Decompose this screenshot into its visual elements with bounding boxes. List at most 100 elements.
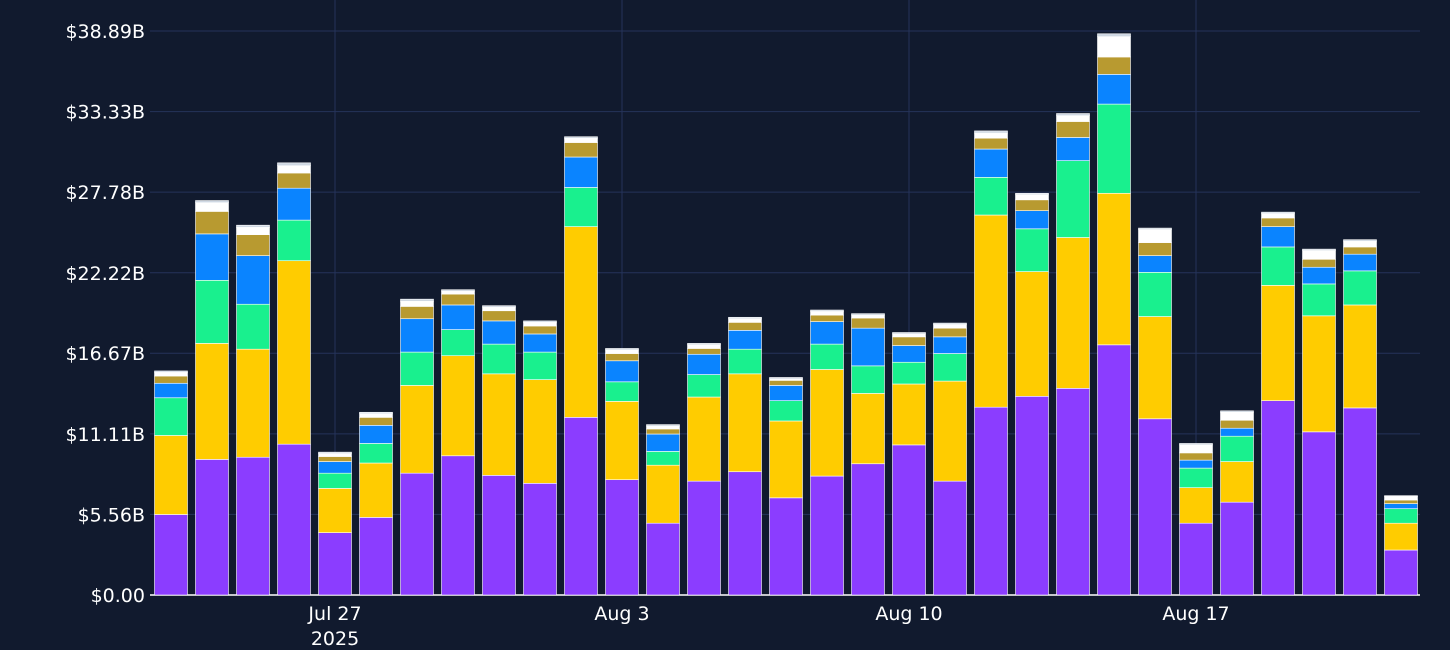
bar-segment xyxy=(318,451,352,454)
bar-segment xyxy=(769,377,803,380)
bar-segment xyxy=(1220,410,1254,413)
bar-segment xyxy=(564,187,598,227)
bar-segment xyxy=(1056,121,1090,138)
bar-segment xyxy=(441,304,475,330)
bar-segment xyxy=(318,453,352,457)
bar-segment xyxy=(892,383,926,446)
bar-segment xyxy=(195,211,229,235)
bar-segment xyxy=(605,479,639,596)
bar-segment xyxy=(1015,271,1049,397)
bar-group xyxy=(564,136,598,596)
bar-segment xyxy=(523,379,557,484)
bar-segment xyxy=(482,305,516,308)
bar-segment xyxy=(646,522,680,596)
bar-group xyxy=(441,289,475,596)
bar-segment xyxy=(277,172,311,189)
bar-segment xyxy=(769,380,803,386)
bar-segment xyxy=(851,317,885,329)
bar-segment xyxy=(1097,192,1131,346)
bar-segment xyxy=(646,425,680,430)
bar-segment xyxy=(564,156,598,188)
bar-segment xyxy=(441,293,475,306)
bar-segment xyxy=(441,289,475,292)
bar-segment xyxy=(933,480,967,596)
bar-segment xyxy=(1384,508,1418,524)
bar-segment xyxy=(277,187,311,221)
bar-segment xyxy=(359,517,393,596)
bar-segment xyxy=(1343,253,1377,272)
bar-segment xyxy=(851,365,885,394)
bar-segment xyxy=(728,318,762,323)
bar-segment xyxy=(523,325,557,335)
bar-group xyxy=(1384,495,1418,596)
y-tick-label: $22.22B xyxy=(65,263,145,285)
y-tick-label: $38.89B xyxy=(65,21,145,43)
y-tick-label: $0.00 xyxy=(91,585,145,607)
bar-group xyxy=(523,320,557,596)
bar-segment xyxy=(441,290,475,295)
bar-segment xyxy=(1343,240,1377,248)
bar-segment xyxy=(1138,229,1172,243)
bar-segment xyxy=(1015,194,1049,201)
bar-segment xyxy=(1056,388,1090,596)
bar-group xyxy=(359,411,393,596)
bar-segment xyxy=(892,361,926,385)
bar-segment xyxy=(195,200,229,204)
bar-group xyxy=(400,298,434,596)
bar-segment xyxy=(564,417,598,596)
bar-group xyxy=(769,377,803,596)
bar-segment xyxy=(1056,160,1090,238)
bar-segment xyxy=(851,463,885,596)
bar-group xyxy=(851,313,885,596)
bar-segment xyxy=(933,322,967,325)
bar-group xyxy=(1220,410,1254,596)
bar-segment xyxy=(1138,242,1172,256)
bar-segment xyxy=(523,322,557,327)
bar-segment xyxy=(1384,496,1418,501)
x-tick-label: Aug 17 xyxy=(1162,603,1229,625)
bar-segment xyxy=(892,336,926,346)
bar-segment xyxy=(441,455,475,596)
bar-group xyxy=(892,332,926,596)
bar-group xyxy=(1056,113,1090,596)
bar-segment xyxy=(605,353,639,362)
bar-segment xyxy=(687,396,721,482)
bar-segment xyxy=(564,142,598,158)
bar-segment xyxy=(728,330,762,350)
bar-group xyxy=(236,224,270,596)
bar-segment xyxy=(1015,228,1049,272)
bar-group xyxy=(318,451,352,596)
bar-segment xyxy=(1220,419,1254,429)
bar-segment xyxy=(687,374,721,398)
bar-segment xyxy=(1384,499,1418,504)
y-tick-label: $5.56B xyxy=(78,504,145,526)
bar-segment xyxy=(728,348,762,375)
bar-segment xyxy=(236,234,270,256)
bar-segment xyxy=(1343,407,1377,596)
bar-segment xyxy=(1097,103,1131,194)
bar-segment xyxy=(892,332,926,335)
bar-segment xyxy=(236,348,270,458)
bar-segment xyxy=(277,260,311,445)
bar-segment xyxy=(564,226,598,418)
bar-segment xyxy=(974,177,1008,216)
bar-segment xyxy=(646,433,680,452)
bar-segment xyxy=(318,456,352,462)
bar-segment xyxy=(1015,199,1049,211)
bar-segment xyxy=(933,380,967,482)
bar-segment xyxy=(769,420,803,499)
bar-group xyxy=(154,370,188,596)
bar-segment xyxy=(605,348,639,351)
bar-segment xyxy=(1261,285,1295,401)
bar-segment xyxy=(318,461,352,474)
bar-segment xyxy=(482,310,516,322)
bar-segment xyxy=(195,279,229,344)
bar-segment xyxy=(646,451,680,466)
bar-segment xyxy=(1261,211,1295,214)
bar-segment xyxy=(1179,459,1213,469)
bar-segment xyxy=(605,381,639,402)
bar-group xyxy=(195,200,229,596)
bar-segment xyxy=(1138,316,1172,420)
bar-segment xyxy=(974,130,1008,134)
